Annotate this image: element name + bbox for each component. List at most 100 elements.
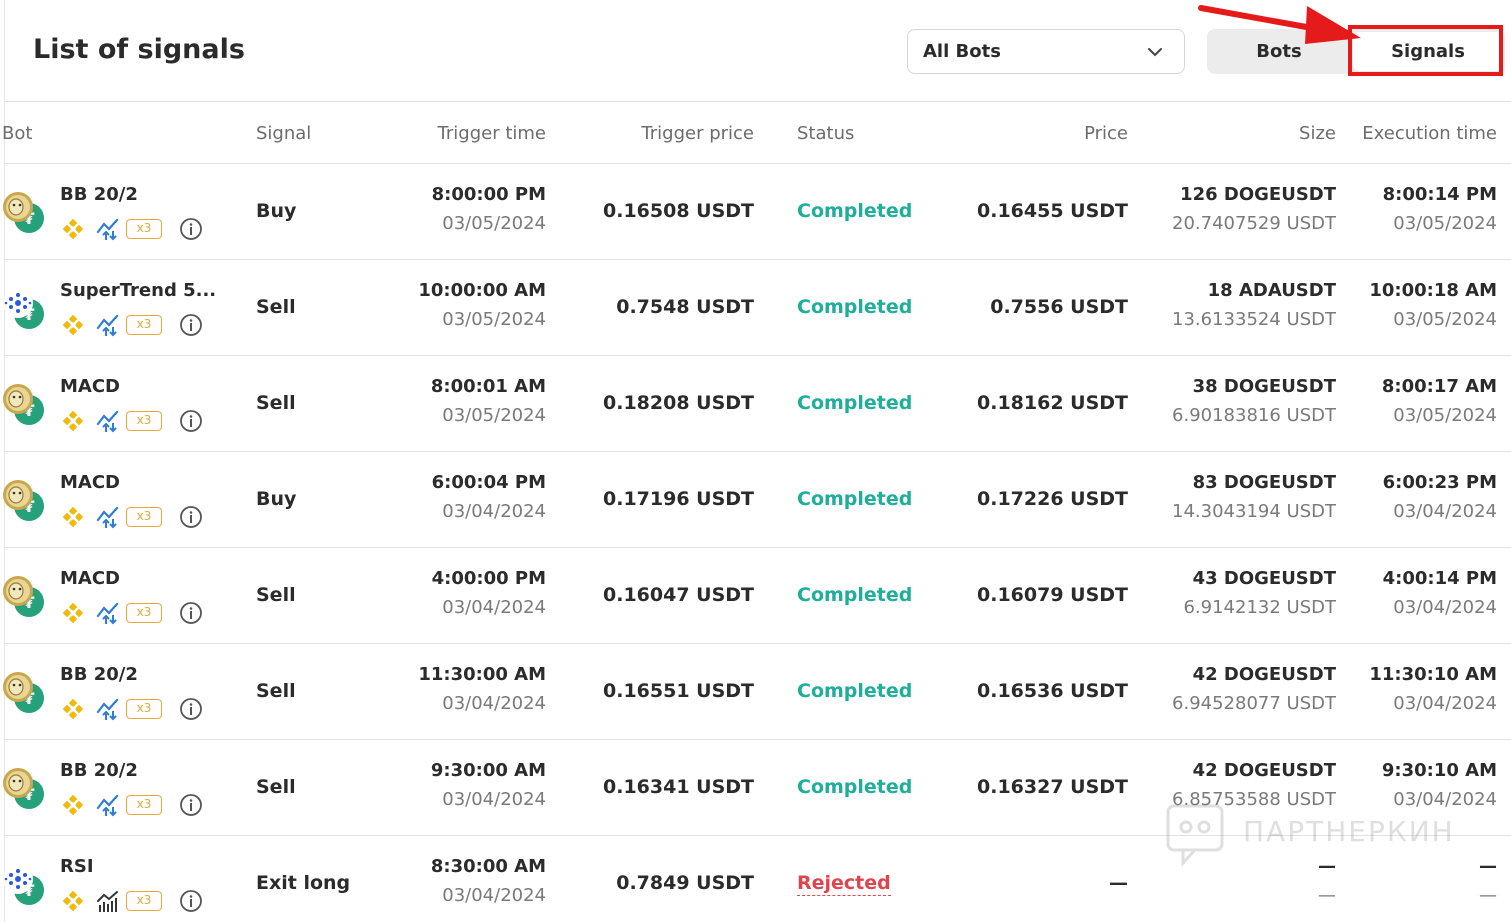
table-row[interactable]: ₮ MACD x3 Buy 6:00:04 PM 03/04/2024 0.17… [3, 452, 1511, 548]
order-size: — — [1318, 856, 1336, 906]
status-badge: Completed [797, 296, 913, 318]
status-badge: Completed [797, 776, 913, 798]
trend-chart-icon [96, 217, 120, 245]
exec-date-value: 03/05/2024 [1393, 405, 1497, 426]
exec-time-value: 8:00:17 AM [1381, 376, 1497, 397]
order-size: 43 DOGEUSDT 6.9142132 USDT [1183, 568, 1336, 618]
order-size: 42 DOGEUSDT 6.94528077 USDT [1172, 664, 1336, 714]
size-qty: 43 DOGEUSDT [1192, 568, 1336, 589]
binance-icon [62, 794, 84, 820]
size-qty: 126 DOGEUSDT [1180, 184, 1336, 205]
trigger-price: 0.7849 USDT [616, 872, 754, 894]
size-qty: 42 DOGEUSDT [1192, 760, 1336, 781]
col-signal: Signal [256, 123, 312, 144]
info-icon[interactable] [179, 217, 203, 245]
size-usdt: 20.7407529 USDT [1172, 213, 1336, 234]
bot-tags: x3 [59, 408, 209, 434]
table-row[interactable]: ₮ MACD x3 Sell 8:00:01 AM 03/05/2024 0.1… [3, 356, 1511, 452]
bot-tags: x3 [59, 792, 209, 818]
trigger-price: 0.16047 USDT [603, 584, 754, 606]
header: List of signals All Bots Bots Signals [5, 0, 1511, 102]
col-trigger-price: Trigger price [641, 123, 754, 144]
info-icon[interactable] [179, 601, 203, 629]
execution-time: 8:00:17 AM 03/05/2024 [1382, 376, 1497, 426]
table-row[interactable]: ₮ BB 20/2 x3 Buy 8:00:00 PM 03/05/2024 0… [3, 164, 1511, 260]
svg-text:₮: ₮ [23, 305, 34, 324]
trigger-date-value: 03/04/2024 [442, 789, 546, 810]
info-icon[interactable] [179, 505, 203, 533]
table-row[interactable]: ₮ SuperTrend 5... x3 Sell 10:00:00 AM 03… [3, 260, 1511, 356]
size-qty: 38 DOGEUSDT [1192, 376, 1336, 397]
binance-icon [62, 314, 84, 340]
trigger-time-value: 11:30:00 AM [418, 664, 546, 685]
info-icon[interactable] [179, 889, 203, 917]
exec-date-value: 03/04/2024 [1393, 693, 1497, 714]
signal-type: Sell [256, 392, 296, 414]
info-icon[interactable] [179, 313, 203, 341]
status-badge: Completed [797, 680, 913, 702]
bot-name[interactable]: RSI [60, 856, 94, 877]
svg-text:₮: ₮ [23, 593, 34, 612]
binance-icon [62, 602, 84, 628]
trend-chart-icon [96, 601, 120, 629]
info-icon[interactable] [179, 409, 203, 437]
table-row[interactable]: ₮ BB 20/2 x3 Sell 9:30:00 AM 03/04/2024 … [3, 740, 1511, 836]
tab-signals[interactable]: Signals [1353, 32, 1503, 71]
trend-chart-icon [96, 505, 120, 533]
status-badge: Completed [797, 392, 913, 414]
exec-time-value: 4:00:14 PM [1382, 568, 1497, 589]
info-icon[interactable] [179, 697, 203, 725]
watermark: ПАРТНЕРКИН [1165, 803, 1485, 867]
trigger-price: 0.17196 USDT [603, 488, 754, 510]
info-icon[interactable] [179, 793, 203, 821]
bot-name[interactable]: BB 20/2 [60, 760, 138, 781]
trigger-time-value: 8:30:00 AM [430, 856, 546, 877]
trigger-time-value: 8:00:01 AM [430, 376, 546, 397]
exec-date-value: 03/05/2024 [1393, 309, 1497, 330]
bot-name[interactable]: SuperTrend 5... [60, 280, 217, 301]
size-usdt: 13.6133524 USDT [1172, 309, 1336, 330]
view-toggle: Bots Signals [1207, 29, 1505, 74]
execution-price: — [1109, 872, 1128, 894]
col-bot: Bot [2, 123, 33, 144]
bot-name[interactable]: MACD [60, 568, 120, 589]
trigger-time: 6:00:04 PM 03/04/2024 [432, 472, 546, 522]
bot-name[interactable]: MACD [60, 472, 120, 493]
doge-usdt-pair-icon: ₮ [1, 670, 47, 716]
watermark-text: ПАРТНЕРКИН [1243, 815, 1455, 848]
binance-icon [62, 218, 84, 244]
size-usdt: — [1318, 885, 1336, 906]
bot-name[interactable]: BB 20/2 [60, 664, 138, 685]
col-execution-time: Execution time [1362, 123, 1497, 144]
leverage-badge: x3 [126, 699, 162, 719]
signal-type: Exit long [256, 872, 351, 894]
svg-text:₮: ₮ [23, 209, 34, 228]
bot-name[interactable]: BB 20/2 [60, 184, 138, 205]
trigger-time-value: 9:30:00 AM [430, 760, 546, 781]
order-size: 38 DOGEUSDT 6.90183816 USDT [1172, 376, 1336, 426]
signals-tab-highlight [1348, 25, 1503, 76]
signal-type: Sell [256, 584, 296, 606]
size-usdt: 6.85753588 USDT [1172, 789, 1336, 810]
execution-time: 4:00:14 PM 03/04/2024 [1383, 568, 1497, 618]
status-badge[interactable]: Rejected [797, 872, 891, 896]
table-row[interactable]: ₮ RSI x3 Exit long 8:30:00 AM 03/04/2024… [3, 836, 1511, 922]
tab-bots[interactable]: Bots [1256, 41, 1302, 62]
status-badge: Completed [797, 488, 913, 510]
table-row[interactable]: ₮ MACD x3 Sell 4:00:00 PM 03/04/2024 0.1… [3, 548, 1511, 644]
order-size: 126 DOGEUSDT 20.7407529 USDT [1172, 184, 1336, 234]
execution-price: 0.16327 USDT [977, 776, 1128, 798]
binance-icon [62, 506, 84, 532]
table-row[interactable]: ₮ BB 20/2 x3 Sell 11:30:00 AM 03/04/2024… [3, 644, 1511, 740]
bot-name[interactable]: MACD [60, 376, 120, 397]
bot-tags: x3 [59, 312, 209, 338]
svg-text:₮: ₮ [23, 689, 34, 708]
trend-chart-icon [96, 697, 120, 725]
signal-type: Buy [256, 200, 297, 222]
doge-usdt-pair-icon: ₮ [1, 478, 47, 524]
execution-time: 11:30:10 AM 03/04/2024 [1369, 664, 1497, 714]
leverage-badge: x3 [126, 315, 162, 335]
bot-filter-select[interactable]: All Bots [907, 29, 1185, 74]
size-qty: 42 DOGEUSDT [1192, 664, 1336, 685]
